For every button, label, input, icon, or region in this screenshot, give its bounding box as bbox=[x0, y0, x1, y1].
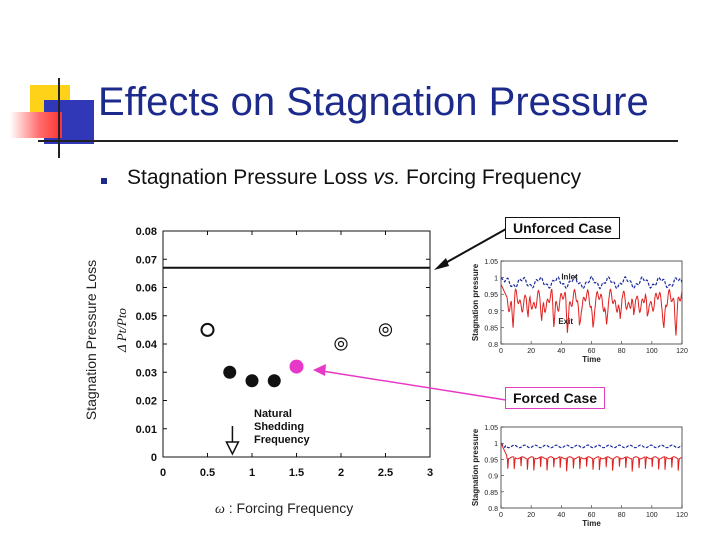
inset-y-axis-label: Stagnation pressure bbox=[471, 428, 480, 506]
inset-y-tick-label: 0.9 bbox=[488, 474, 498, 481]
inset-frame bbox=[500, 426, 683, 509]
bullet-text-part: Stagnation Pressure Loss bbox=[127, 166, 374, 189]
forced-arrow-line bbox=[321, 370, 507, 401]
inset-exit-line bbox=[500, 283, 683, 336]
y-tick-label: 0.07 bbox=[136, 254, 157, 266]
unforced-arrow-head bbox=[434, 258, 449, 270]
data-point-filled bbox=[245, 374, 259, 388]
bullet-text: Stagnation Pressure Loss vs. Forcing Fre… bbox=[127, 166, 581, 190]
inset-x-tick-label: 60 bbox=[588, 512, 596, 519]
inset-x-axis-label: Time bbox=[582, 519, 601, 528]
inset-x-tick-label: 120 bbox=[676, 512, 688, 519]
inset-x-tick-label: 40 bbox=[557, 348, 565, 355]
inset-exit-line bbox=[500, 442, 683, 472]
y-tick-label: 0.02 bbox=[136, 396, 157, 408]
inset-x-tick-label: 120 bbox=[676, 348, 688, 355]
inset-x-tick-label: 100 bbox=[646, 512, 658, 519]
data-point-filled bbox=[267, 374, 281, 388]
unforced-arrow-line bbox=[439, 228, 507, 267]
inset-x-tick-label: 80 bbox=[618, 348, 626, 355]
unforced-inset-chart: 0.8 0.85 0.9 0.95 1 1.05 0 20 40 60 80 100 120 Time St… bbox=[471, 259, 688, 364]
inset-inlet-label: Inlet bbox=[561, 272, 578, 281]
x-tick-label: 1 bbox=[249, 467, 255, 479]
inset-y-tick-label: 1.05 bbox=[484, 259, 498, 266]
slide-title: Effects on Stagnation Pressure bbox=[98, 80, 649, 124]
x-tick-label: 2 bbox=[338, 467, 344, 479]
forced-case-label: Forced Case bbox=[505, 387, 606, 409]
data-point-bullseye-inner bbox=[382, 326, 389, 333]
inset-x-axis-label: Time bbox=[582, 355, 601, 364]
x-tick-label: 1.5 bbox=[289, 467, 304, 479]
inset-y-tick-label: 1.05 bbox=[484, 425, 498, 432]
inset-y-tick-label: 0.8 bbox=[488, 342, 498, 349]
decor-vertical-line bbox=[58, 78, 60, 158]
inset-x-tick-label: 20 bbox=[527, 348, 535, 355]
x-tick-label: 0.5 bbox=[200, 467, 215, 479]
y-tick-label: 0.01 bbox=[136, 424, 157, 436]
y-tick-label: 0.03 bbox=[136, 367, 157, 379]
inset-x-tick-label: 0 bbox=[499, 512, 503, 519]
y-tick-label: 0.05 bbox=[136, 311, 157, 323]
inset-x-tick-label: 80 bbox=[618, 512, 626, 519]
unforced-case-label: Unforced Case bbox=[505, 217, 620, 239]
inset-y-tick-label: 0.8 bbox=[488, 506, 498, 513]
inset-x-tick-label: 100 bbox=[646, 348, 658, 355]
bullet-marker bbox=[101, 178, 107, 184]
inset-x-tick-label: 60 bbox=[588, 348, 596, 355]
main-chart-group: 0 0.5 1 1.5 2 2.5 3 0 0.01 0.02 0.03 0.04 0.05 0.06 0.… bbox=[136, 226, 433, 479]
natural-frequency-arrow-head bbox=[225, 441, 240, 456]
inset-y-tick-label: 0.95 bbox=[484, 292, 498, 299]
inset-x-tick-label: 0 bbox=[499, 348, 503, 355]
x-tick-label: 3 bbox=[427, 467, 433, 479]
inset-y-tick-label: 0.9 bbox=[488, 309, 498, 316]
data-point-open bbox=[200, 322, 215, 337]
y-tick-label: 0.08 bbox=[136, 226, 157, 238]
data-point-bullseye-inner bbox=[337, 340, 345, 348]
y-tick-label: 0.06 bbox=[136, 283, 157, 295]
omega-symbol: ω bbox=[215, 502, 225, 517]
decor-horizontal-line bbox=[38, 140, 678, 142]
bullet-text-emphasis: vs. bbox=[373, 166, 401, 189]
inset-x-tick-label: 20 bbox=[527, 512, 535, 519]
y-tick-label: 0.04 bbox=[136, 339, 158, 351]
inset-inlet-line bbox=[500, 442, 683, 449]
forced-arrow-head bbox=[313, 364, 326, 376]
x-axis-title: ω : Forcing Frequency bbox=[215, 500, 353, 518]
inset-inlet-line bbox=[500, 275, 683, 290]
inset-x-tick-label: 40 bbox=[557, 512, 565, 519]
x-tick-label: 0 bbox=[160, 467, 166, 479]
inset-y-tick-label: 0.95 bbox=[484, 457, 498, 464]
x-tick-label: 2.5 bbox=[378, 467, 393, 479]
inset-y-axis-label: Stagnation pressure bbox=[471, 263, 480, 341]
forced-inset-chart: 0.8 0.85 0.9 0.95 1 1.05 0 20 40 60 80 100 120 Time St… bbox=[471, 425, 688, 528]
natural-shedding-label: Natural Shedding Frequency bbox=[254, 408, 310, 446]
y-tick-label: 0 bbox=[151, 452, 157, 464]
inset-exit-label: Exit bbox=[558, 317, 573, 326]
data-point-forced bbox=[289, 359, 304, 374]
bullet-text-part-end: Forcing Frequency bbox=[400, 166, 582, 189]
inset-y-tick-label: 1 bbox=[494, 441, 498, 448]
x-axis-title-text: : Forcing Frequency bbox=[224, 500, 354, 516]
data-point-filled bbox=[223, 365, 237, 379]
callout-arrows bbox=[313, 228, 507, 401]
inset-y-tick-label: 0.85 bbox=[484, 325, 498, 332]
inset-y-tick-label: 1 bbox=[494, 276, 498, 283]
decor-red-bar bbox=[10, 112, 62, 138]
inset-y-tick-label: 0.85 bbox=[484, 490, 498, 497]
